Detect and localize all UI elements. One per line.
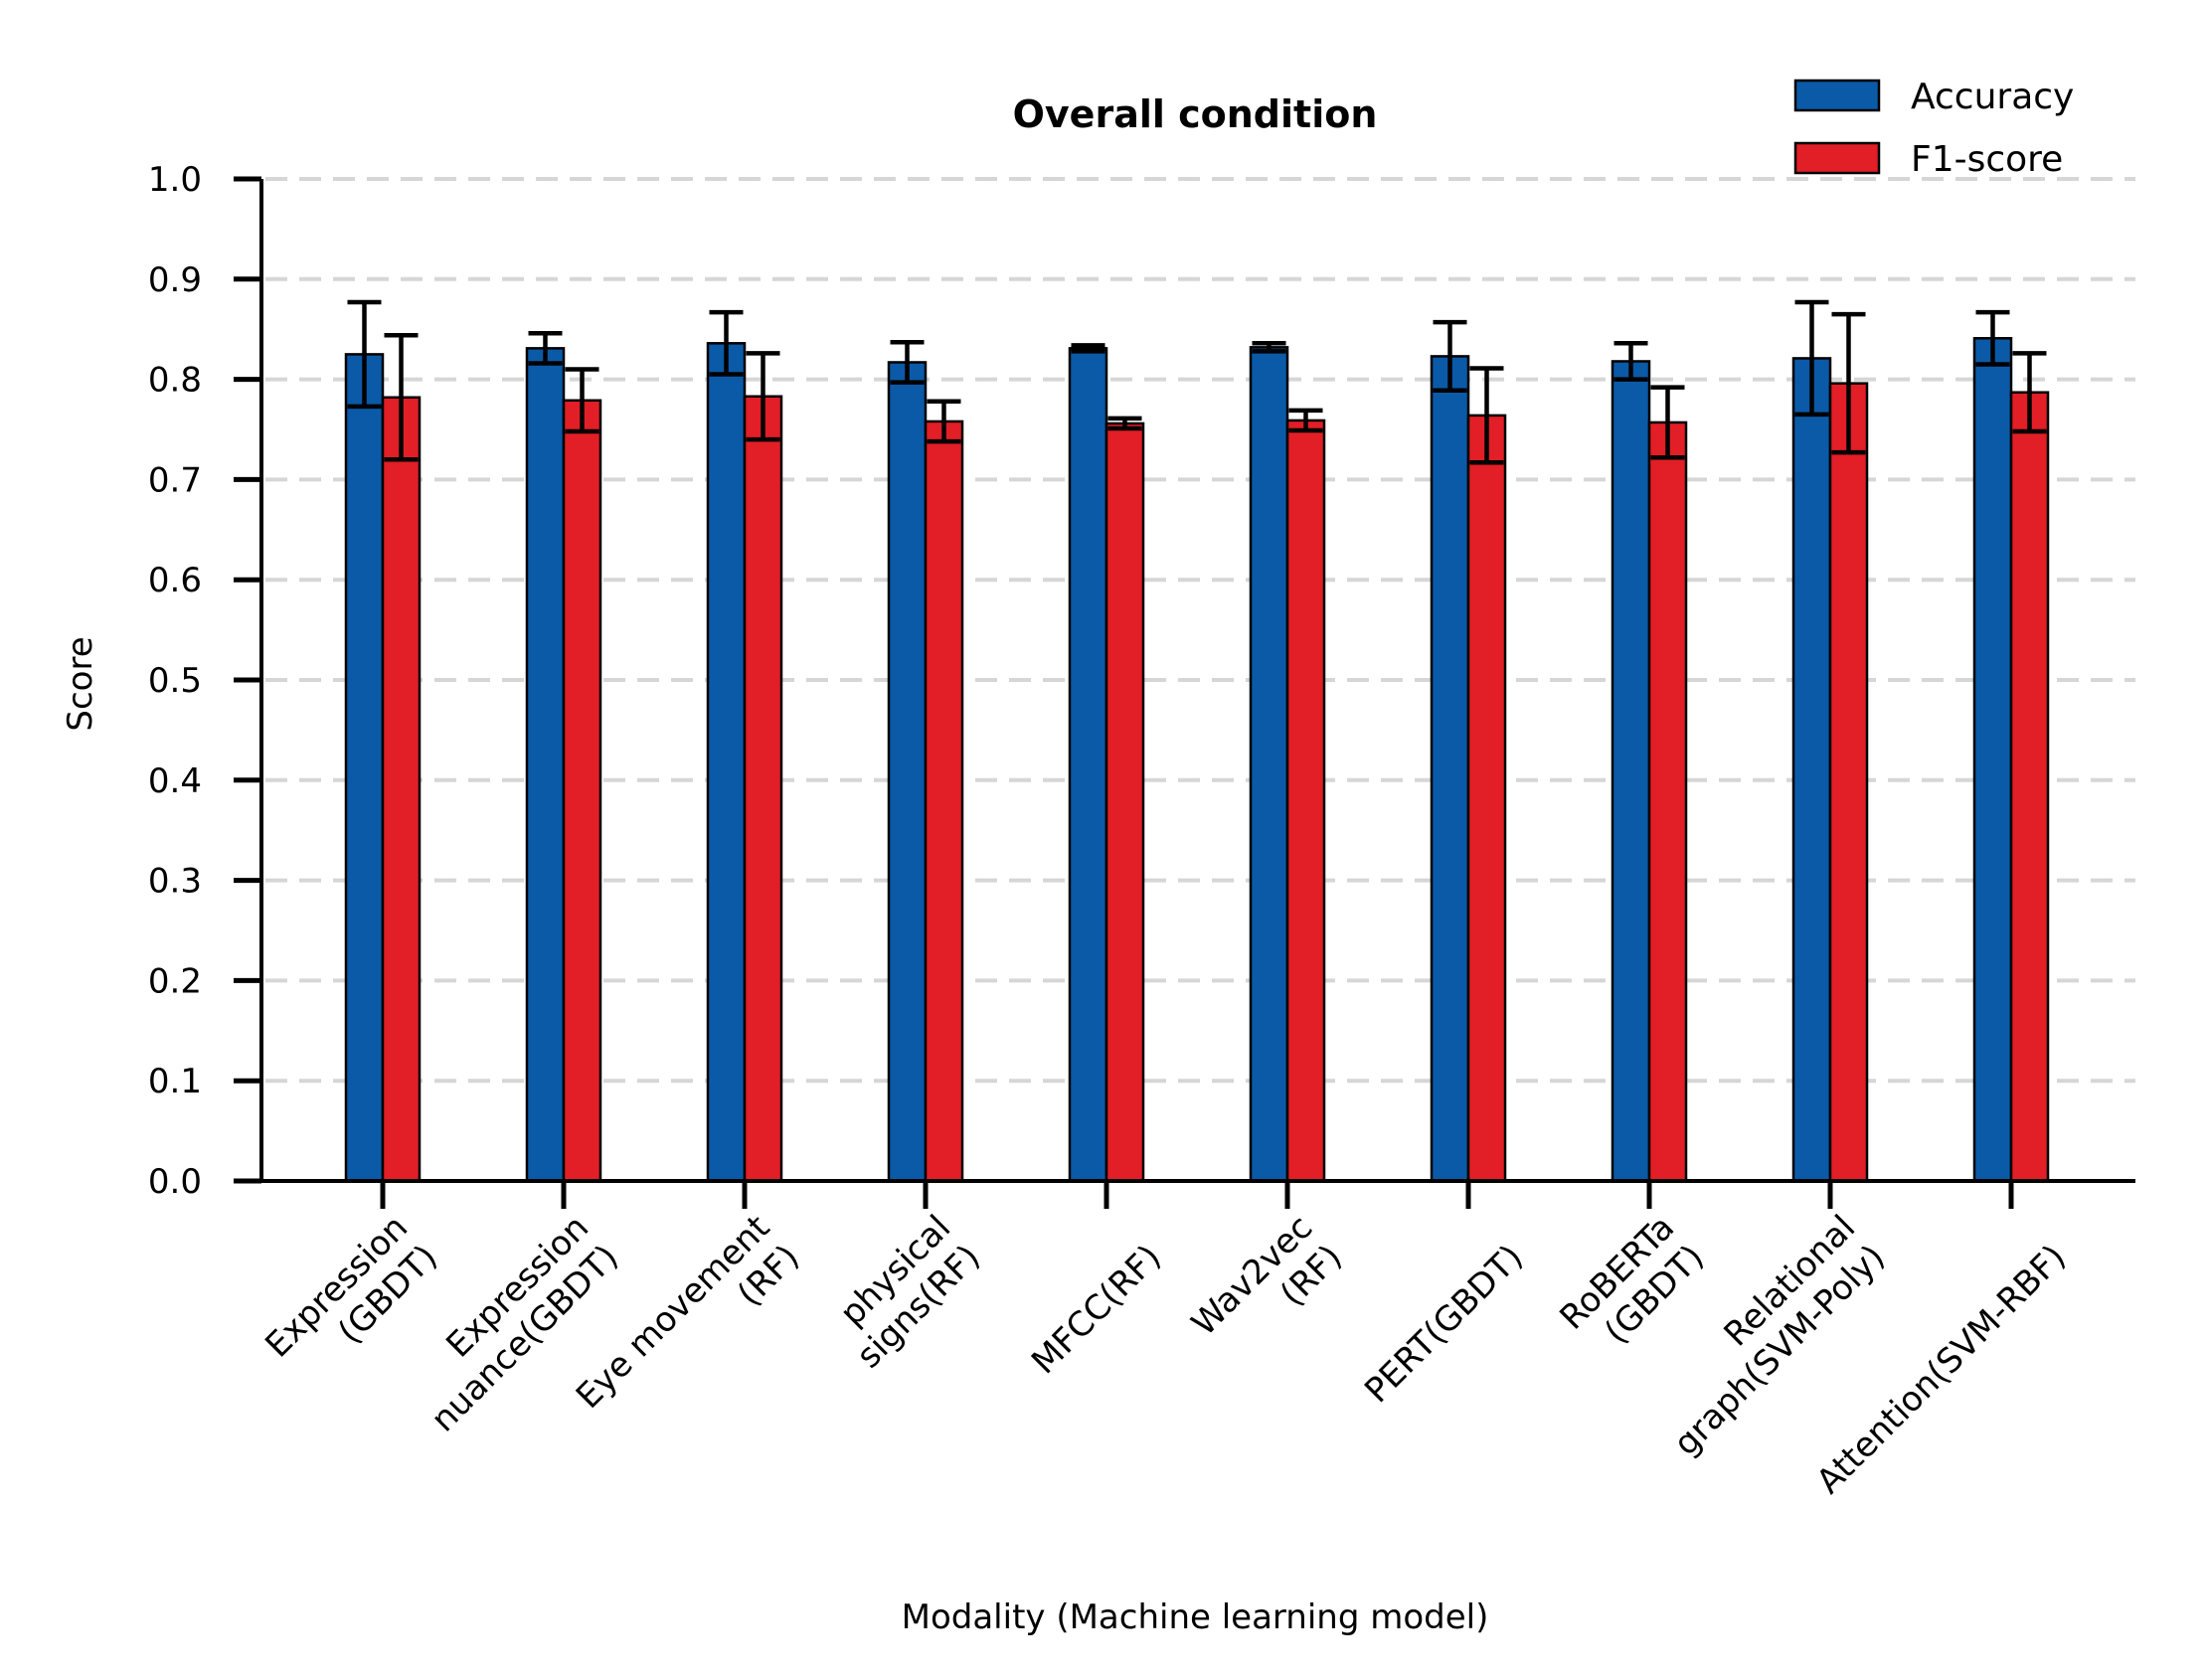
x-tick-label-line: PERT(GBDT) — [1357, 1238, 1531, 1412]
y-tick-label: 1.0 — [148, 160, 202, 200]
bar-accuracy — [525, 347, 566, 1183]
bar-accuracy — [1430, 355, 1470, 1183]
bar-accuracy — [1249, 346, 1289, 1183]
legend-swatch-accuracy — [1793, 79, 1881, 112]
bar-accuracy — [1791, 357, 1832, 1183]
bar-accuracy — [706, 342, 747, 1183]
y-ticks: 0.0 0.1 0.2 0.3 0.4 0.5 0.6 0.7 0.8 0.9 1.0 — [148, 160, 261, 1202]
x-tick-label: Eye movement(RF) — [569, 1208, 807, 1417]
bar-f1-score — [381, 396, 422, 1183]
y-tick-label: 0.8 — [148, 361, 202, 401]
bars — [344, 337, 2050, 1183]
bar-f1-score — [1828, 382, 1869, 1183]
bar-accuracy — [1611, 360, 1651, 1183]
x-tick-label: RoBERTa(GBDT) — [1552, 1208, 1711, 1352]
y-tick-label: 0.2 — [148, 961, 202, 1001]
x-tick-label: Wav2vec(RF) — [1184, 1208, 1350, 1344]
bar-f1-score — [1647, 420, 1688, 1183]
x-tick-label: Expression(GBDT) — [257, 1208, 444, 1366]
y-tick-label: 0.0 — [148, 1162, 202, 1202]
bar-f1-score — [1466, 414, 1507, 1183]
x-tick-label-line: MFCC(RF) — [1024, 1238, 1169, 1383]
x-tick-label-line: Eye movement — [569, 1208, 777, 1417]
y-tick-label: 0.3 — [148, 862, 202, 902]
bar-accuracy — [887, 361, 928, 1183]
bar-f1-score — [1104, 421, 1145, 1183]
y-tick-label: 0.9 — [148, 260, 202, 300]
y-tick-label: 0.7 — [148, 460, 202, 500]
bar-f1-score — [562, 399, 602, 1183]
chart-title: Overall condition — [1013, 92, 1378, 136]
x-ticks: Expression(GBDT)Expressionnuance(GBDT)Ey… — [257, 1181, 2074, 1502]
y-tick-label: 0.6 — [148, 561, 202, 600]
x-axis-label: Modality (Machine learning model) — [902, 1597, 1489, 1637]
legend-label-accuracy: Accuracy — [1911, 77, 2074, 117]
y-tick-label: 0.1 — [148, 1062, 202, 1101]
bar-f1-score — [1285, 419, 1326, 1183]
bar-accuracy — [1068, 347, 1108, 1183]
bar-f1-score — [743, 395, 783, 1183]
x-tick-label: MFCC(RF) — [1024, 1238, 1169, 1383]
bar-accuracy — [1972, 337, 2013, 1183]
legend-swatch-f1 — [1793, 141, 1881, 175]
legend-label-f1: F1-score — [1911, 139, 2063, 180]
bar-accuracy — [344, 353, 385, 1183]
y-tick-label: 0.4 — [148, 761, 202, 801]
bar-f1-score — [924, 420, 964, 1183]
x-tick-label: PERT(GBDT) — [1357, 1238, 1531, 1412]
y-tick-label: 0.5 — [148, 661, 202, 701]
error-bars — [347, 299, 2047, 465]
y-axis-label: Score — [61, 636, 100, 731]
bar-f1-score — [2009, 391, 2050, 1183]
legend: Accuracy F1-score — [1793, 77, 2074, 180]
